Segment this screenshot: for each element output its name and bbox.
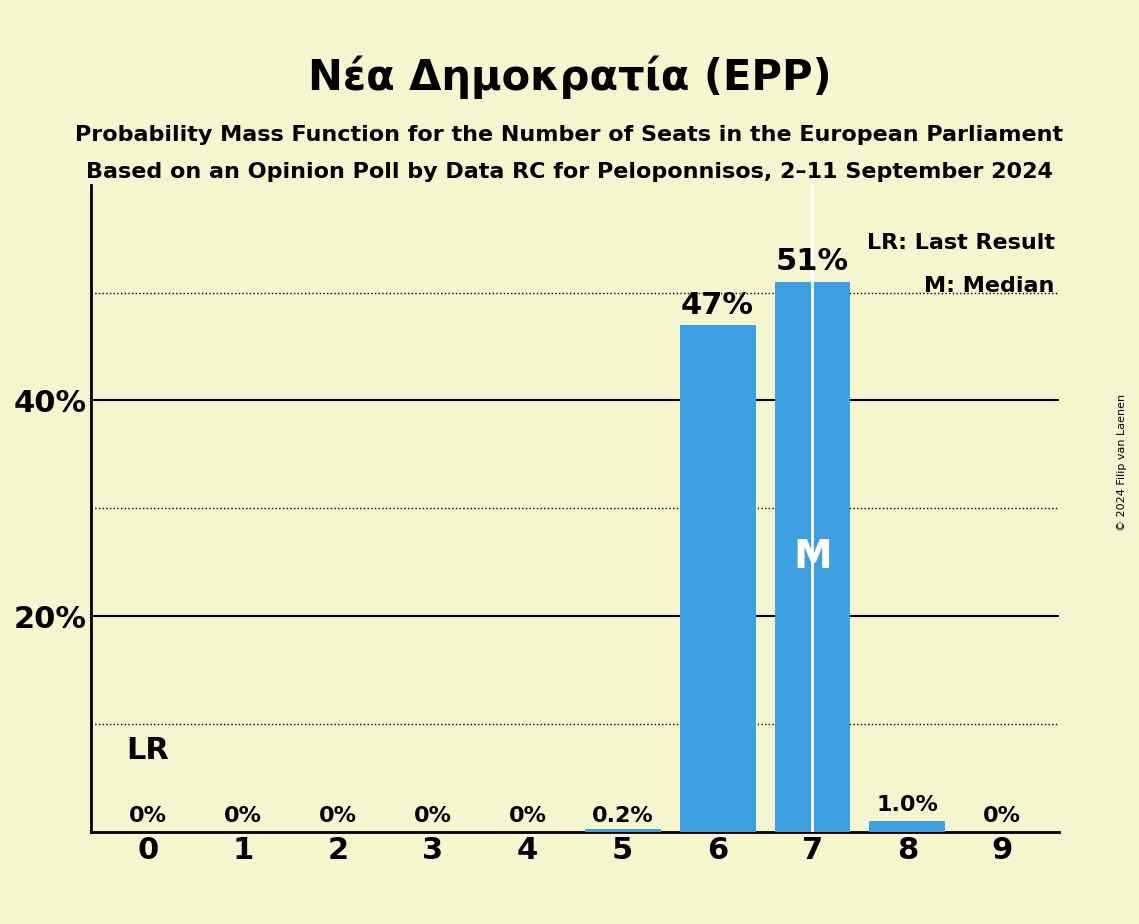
- Text: Based on an Opinion Poll by Data RC for Peloponnisos, 2–11 September 2024: Based on an Opinion Poll by Data RC for …: [87, 162, 1052, 182]
- Bar: [775, 282, 851, 832]
- Text: M: M: [793, 538, 831, 576]
- Text: M: Median: M: Median: [924, 276, 1055, 297]
- Text: 0%: 0%: [319, 807, 357, 826]
- Text: Νέα Δημοκρατία (EPP): Νέα Δημοκρατία (EPP): [308, 55, 831, 99]
- Text: LR: LR: [126, 736, 170, 765]
- Text: 0%: 0%: [983, 807, 1022, 826]
- Text: 0%: 0%: [509, 807, 547, 826]
- Text: 51%: 51%: [776, 248, 849, 276]
- Text: 0.2%: 0.2%: [592, 807, 654, 826]
- Text: 0%: 0%: [129, 807, 167, 826]
- Text: LR: Last Result: LR: Last Result: [867, 233, 1055, 253]
- Text: Probability Mass Function for the Number of Seats in the European Parliament: Probability Mass Function for the Number…: [75, 125, 1064, 145]
- Text: 1.0%: 1.0%: [877, 796, 939, 816]
- Bar: [584, 830, 661, 832]
- Text: 47%: 47%: [681, 290, 754, 320]
- Text: 0%: 0%: [413, 807, 452, 826]
- Text: 0%: 0%: [224, 807, 262, 826]
- Text: © 2024 Filip van Laenen: © 2024 Filip van Laenen: [1117, 394, 1126, 530]
- Bar: [869, 821, 945, 832]
- Bar: [680, 325, 755, 832]
